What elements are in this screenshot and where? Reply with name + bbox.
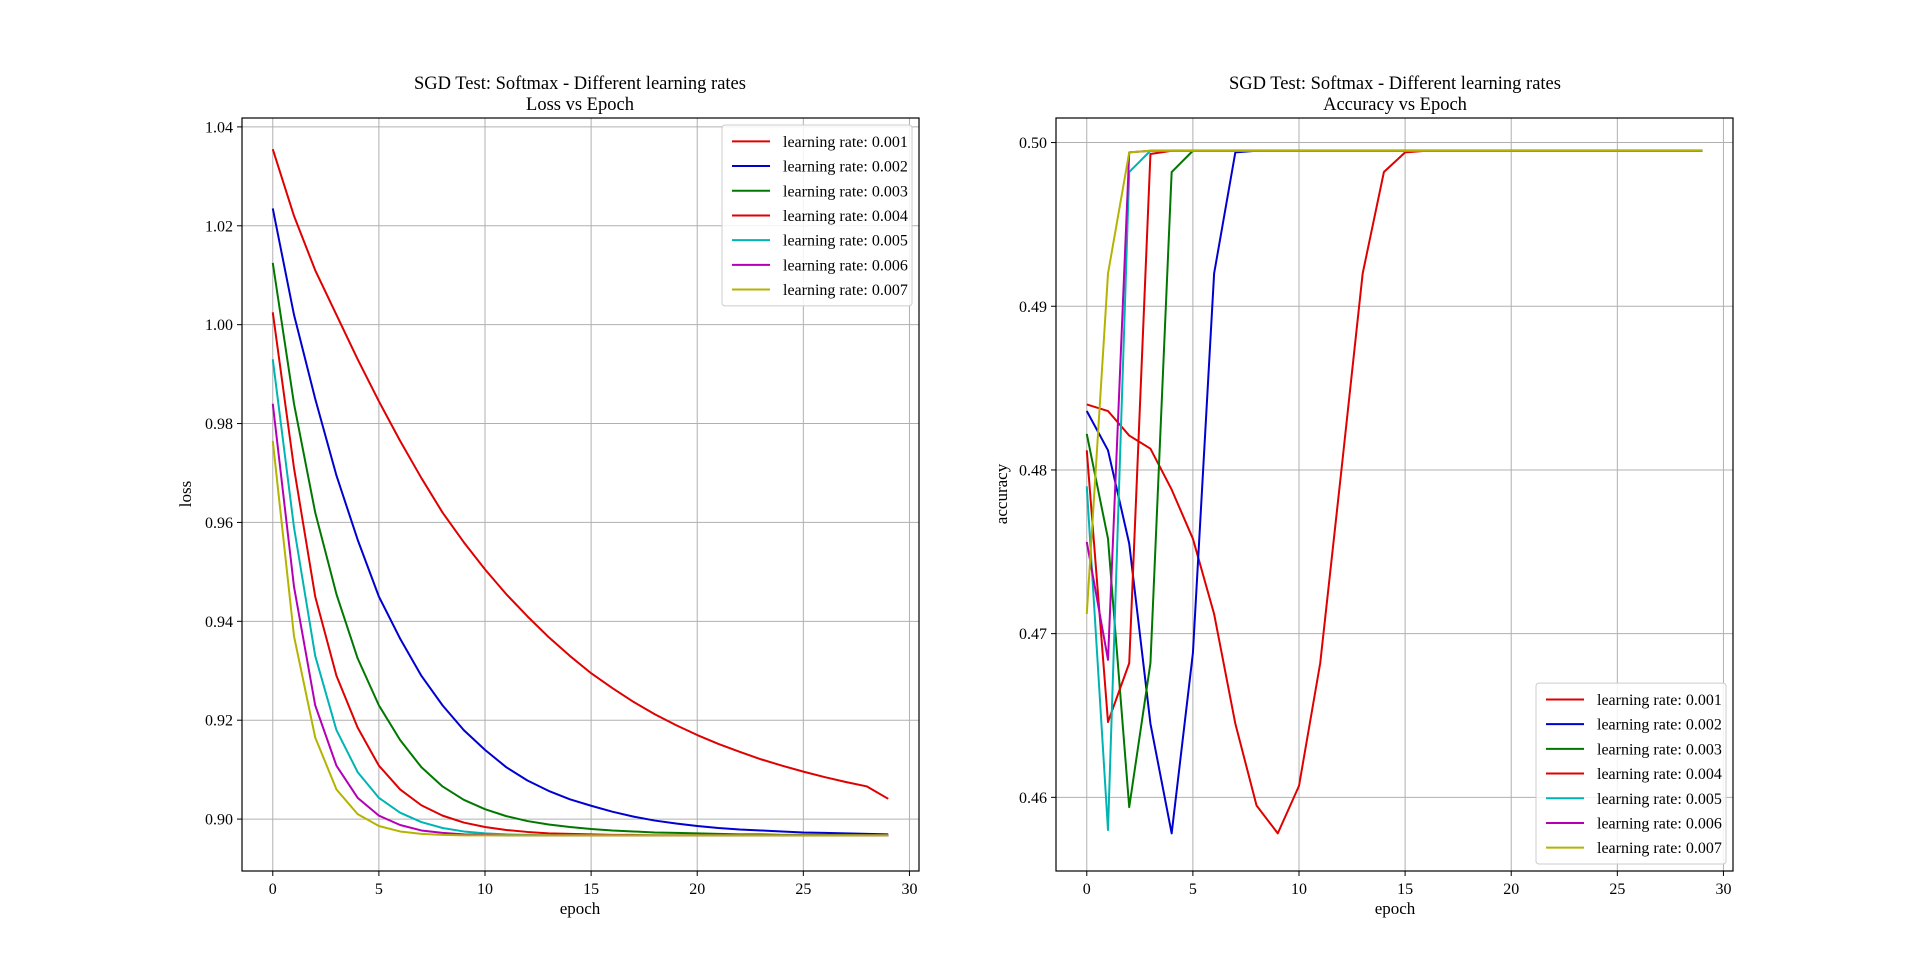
loss-chart-legend-label: learning rate: 0.004: [783, 208, 908, 225]
loss-chart-legend-label: learning rate: 0.006: [783, 257, 908, 274]
accuracy-chart-ytick-label: 0.46: [1019, 790, 1047, 807]
loss-chart-ytick-label: 1.04: [205, 119, 233, 136]
loss-chart-ytick-label: 0.98: [205, 416, 233, 433]
loss-chart-legend-label: learning rate: 0.001: [783, 134, 908, 151]
loss-chart-series-line-2: [271, 208, 889, 836]
loss-chart-xlabel: epoch: [560, 899, 601, 918]
accuracy-chart-legend-label: learning rate: 0.004: [1597, 766, 1722, 783]
accuracy-chart-lines: [1085, 149, 1703, 835]
accuracy-chart-subtitle: Accuracy vs Epoch: [1323, 95, 1467, 115]
accuracy-chart-ticks: 0 5 10 15 20 25 30 0.46 0.47 0.48 0.49 0.50: [1019, 135, 1731, 898]
loss-chart-legend-label: learning rate: 0.005: [783, 233, 908, 250]
accuracy-chart-legend-box: [1535, 682, 1727, 865]
loss-chart-xtick-label: 5: [375, 881, 383, 898]
accuracy-chart-legend: learning rate: 0.001 learning rate: 0.002…: [1535, 682, 1727, 865]
loss-chart-xtick-label: 10: [477, 881, 493, 898]
accuracy-chart-xlabel: epoch: [1375, 899, 1416, 918]
accuracy-chart-series-line-7: [1085, 149, 1703, 615]
loss-chart-ytick-label: 0.90: [205, 812, 233, 829]
loss-chart-xtick-label: 20: [689, 881, 705, 898]
loss-chart-series-line-7: [271, 440, 889, 837]
loss-chart: SGD Test: Softmax - Different learning r…: [176, 74, 920, 918]
accuracy-chart-ylabel: accuracy: [992, 463, 1011, 524]
loss-chart-legend: learning rate: 0.001 learning rate: 0.002…: [721, 124, 913, 307]
accuracy-chart-xtick-label: 10: [1291, 881, 1307, 898]
loss-chart-xtick-label: 0: [269, 881, 277, 898]
loss-chart-series-line-1: [271, 148, 889, 800]
loss-chart-xtick-label: 25: [795, 881, 811, 898]
loss-chart-title: SGD Test: Softmax - Different learning r…: [414, 74, 746, 94]
loss-chart-legend-label: learning rate: 0.002: [783, 159, 908, 176]
loss-chart-axes-frame: [241, 117, 920, 872]
accuracy-chart-xtick-label: 15: [1397, 881, 1413, 898]
loss-chart-series-line-4: [271, 312, 889, 837]
loss-chart-legend-label: learning rate: 0.003: [783, 183, 908, 200]
loss-chart-lines: [271, 148, 889, 837]
accuracy-chart: SGD Test: Softmax - Different learning r…: [992, 74, 1734, 918]
loss-chart-ytick-label: 0.92: [205, 713, 233, 730]
loss-chart-ytick-label: 1.02: [205, 218, 233, 235]
accuracy-chart-xtick-label: 25: [1609, 881, 1625, 898]
loss-chart-series-line-5: [271, 359, 889, 837]
accuracy-chart-legend-label: learning rate: 0.005: [1597, 791, 1722, 808]
accuracy-chart-title: SGD Test: Softmax - Different learning r…: [1229, 74, 1561, 94]
loss-chart-series-line-3: [271, 262, 889, 837]
accuracy-chart-ytick-label: 0.49: [1019, 299, 1047, 316]
loss-chart-legend-box: [721, 124, 913, 307]
accuracy-chart-legend-label: learning rate: 0.006: [1597, 815, 1722, 832]
accuracy-chart-ytick-label: 0.47: [1019, 626, 1047, 643]
accuracy-chart-legend-label: learning rate: 0.001: [1597, 692, 1722, 709]
loss-chart-ylabel: loss: [176, 481, 195, 507]
loss-chart-ytick-label: 1.00: [205, 317, 233, 334]
accuracy-chart-xtick-label: 5: [1189, 881, 1197, 898]
accuracy-chart-xtick-label: 30: [1715, 881, 1731, 898]
loss-chart-series-line-6: [271, 403, 889, 837]
loss-chart-xtick-label: 30: [901, 881, 917, 898]
accuracy-chart-ytick-label: 0.50: [1019, 135, 1047, 152]
accuracy-chart-ytick-label: 0.48: [1019, 462, 1047, 479]
accuracy-chart-series-line-4: [1085, 149, 1703, 724]
accuracy-chart-xtick-label: 20: [1503, 881, 1519, 898]
loss-chart-ytick-label: 0.94: [205, 614, 233, 631]
loss-chart-ticks: 0 5 10 15 20 25 30 0.90 0.92 0.94 0.96 0.98 1.00 1.02…: [205, 119, 917, 898]
accuracy-chart-xtick-label: 0: [1083, 881, 1091, 898]
accuracy-chart-legend-label: learning rate: 0.007: [1597, 840, 1722, 857]
accuracy-chart-legend-label: learning rate: 0.003: [1597, 741, 1722, 758]
loss-chart-subtitle: Loss vs Epoch: [526, 95, 634, 115]
loss-chart-xtick-label: 15: [583, 881, 599, 898]
accuracy-chart-series-line-6: [1085, 149, 1703, 661]
loss-chart-ytick-label: 0.96: [205, 515, 233, 532]
loss-chart-legend-label: learning rate: 0.007: [783, 282, 908, 299]
accuracy-chart-axes-frame: [1055, 117, 1734, 872]
accuracy-chart-legend-label: learning rate: 0.002: [1597, 717, 1722, 734]
